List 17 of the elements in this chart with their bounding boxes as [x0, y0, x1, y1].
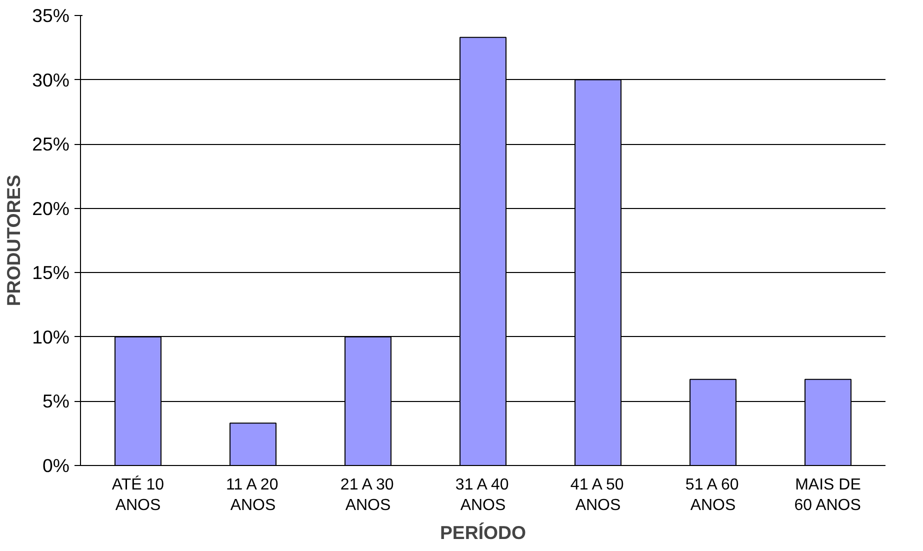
x-tick-label: 51 A 60 ANOS	[685, 476, 739, 514]
y-tick-label: 20%	[32, 198, 70, 219]
x-tick-label: MAIS DE 60 ANOS	[794, 476, 861, 514]
x-tick-label: ATÉ 10 ANOS	[112, 476, 164, 514]
y-tick-label: 35%	[32, 5, 70, 26]
y-tick-label: 10%	[32, 326, 70, 348]
x-axis-title: PERÍODO	[440, 522, 526, 543]
y-tick-label: 30%	[32, 69, 70, 90]
y-tick-label: 5%	[42, 390, 70, 412]
x-tick-label: 31 A 40 ANOS	[455, 476, 509, 514]
y-axis-title: PRODUTORES	[3, 174, 24, 306]
y-tick-label: 25%	[32, 134, 70, 155]
y-tick-label: 0%	[42, 455, 70, 476]
x-tick-label: 11 A 20 ANOS	[226, 476, 278, 514]
y-tick-label: 15%	[32, 262, 70, 284]
x-tick-label: 21 A 30 ANOS	[340, 476, 394, 514]
x-tick-label: 41 A 50 ANOS	[570, 476, 624, 514]
